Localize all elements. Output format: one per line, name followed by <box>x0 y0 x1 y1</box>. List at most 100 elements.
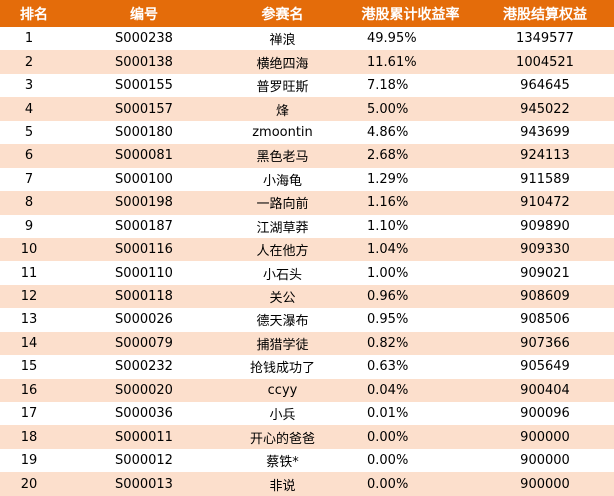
cell-id: S000238 <box>68 27 220 51</box>
cell-rank: 13 <box>0 308 68 332</box>
cell-return: 1.04% <box>345 237 476 262</box>
cell-rank: 19 <box>0 448 68 473</box>
cell-rank: 1 <box>0 27 68 51</box>
cell-equity: 908506 <box>476 308 614 332</box>
cell-equity: 945022 <box>476 97 614 121</box>
cell-rank: 15 <box>0 355 68 379</box>
table-row: 18 S000011 开心的爸爸 0.00% 900000 <box>0 425 614 449</box>
cell-id: S000232 <box>68 355 220 379</box>
cell-equity: 924113 <box>476 144 614 168</box>
cell-equity: 900404 <box>476 378 614 402</box>
table-row: 3 S000155 普罗旺斯 7.18% 964645 <box>0 73 614 98</box>
cell-equity: 964645 <box>476 73 614 98</box>
table-row: 10 S000116 人在他方 1.04% 909330 <box>0 237 614 262</box>
cell-name: 小海龟 <box>220 167 345 192</box>
cell-name: ccyy <box>220 378 345 402</box>
cell-id: S000100 <box>68 167 220 192</box>
cell-return: 0.00% <box>345 448 476 473</box>
cell-rank: 18 <box>0 425 68 449</box>
cell-id: S000118 <box>68 284 220 309</box>
cell-name: 德天瀑布 <box>220 308 345 332</box>
cell-return: 2.68% <box>345 144 476 168</box>
cell-id: S000026 <box>68 308 220 332</box>
cell-return: 0.63% <box>345 355 476 379</box>
table-row: 11 S000110 小石头 1.00% 909021 <box>0 261 614 285</box>
cell-name: 人在他方 <box>220 237 345 262</box>
cell-return: 0.82% <box>345 331 476 356</box>
table-body: 1 S000238 禅浪 49.95% 1349577 2 S000138 横绝四海 11.61… <box>0 27 614 496</box>
cell-id: S000011 <box>68 425 220 449</box>
table-row: 12 S000118 关公 0.96% 908609 <box>0 284 614 309</box>
table-row: 19 S000012 蔡铁* 0.00% 900000 <box>0 448 614 473</box>
cell-rank: 2 <box>0 50 68 74</box>
table-row: 15 S000232 抢钱成功了 0.63% 905649 <box>0 355 614 379</box>
cell-name: 江湖草莽 <box>220 214 345 238</box>
cell-equity: 910472 <box>476 191 614 215</box>
cell-rank: 17 <box>0 402 68 426</box>
cell-name: 烽 <box>220 97 345 121</box>
table-row: 17 S000036 小兵 0.01% 900096 <box>0 402 614 426</box>
cell-rank: 11 <box>0 261 68 285</box>
table-row: 5 S000180 zmoontin 4.86% 943699 <box>0 120 614 145</box>
table-header: 排名 编号 参赛名 港股累计收益率 港股结算权益 <box>0 0 614 27</box>
cell-name: 蔡铁* <box>220 448 345 473</box>
table-row: 13 S000026 德天瀑布 0.95% 908506 <box>0 308 614 332</box>
table-row: 20 S000013 非说 0.00% 900000 <box>0 472 614 496</box>
table-row: 8 S000198 一路向前 1.16% 910472 <box>0 191 614 215</box>
cell-name: 小兵 <box>220 402 345 426</box>
cell-name: 抢钱成功了 <box>220 355 345 379</box>
header-row: 排名 编号 参赛名 港股累计收益率 港股结算权益 <box>0 0 614 27</box>
cell-return: 1.00% <box>345 261 476 285</box>
cell-return: 7.18% <box>345 73 476 98</box>
cell-equity: 943699 <box>476 120 614 145</box>
cell-name: zmoontin <box>220 120 345 145</box>
header-return: 港股累计收益率 <box>345 0 476 27</box>
cell-rank: 3 <box>0 73 68 98</box>
cell-rank: 5 <box>0 120 68 145</box>
cell-return: 0.04% <box>345 378 476 402</box>
header-id: 编号 <box>68 0 220 27</box>
cell-return: 0.95% <box>345 308 476 332</box>
cell-id: S000036 <box>68 402 220 426</box>
table-row: 2 S000138 横绝四海 11.61% 1004521 <box>0 50 614 74</box>
cell-rank: 10 <box>0 237 68 262</box>
cell-return: 4.86% <box>345 120 476 145</box>
cell-id: S000155 <box>68 73 220 98</box>
cell-return: 5.00% <box>345 97 476 121</box>
table-row: 6 S000081 黑色老马 2.68% 924113 <box>0 144 614 168</box>
cell-rank: 4 <box>0 97 68 121</box>
cell-rank: 6 <box>0 144 68 168</box>
cell-equity: 900000 <box>476 448 614 473</box>
cell-name: 一路向前 <box>220 191 345 215</box>
header-rank: 排名 <box>0 0 68 27</box>
cell-equity: 1004521 <box>476 50 614 74</box>
cell-equity: 905649 <box>476 355 614 379</box>
header-name: 参赛名 <box>220 0 345 27</box>
cell-name: 开心的爸爸 <box>220 425 345 449</box>
table-row: 7 S000100 小海龟 1.29% 911589 <box>0 167 614 192</box>
table-row: 16 S000020 ccyy 0.04% 900404 <box>0 378 614 402</box>
cell-id: S000081 <box>68 144 220 168</box>
cell-return: 0.00% <box>345 425 476 449</box>
cell-return: 1.16% <box>345 191 476 215</box>
cell-id: S000187 <box>68 214 220 238</box>
cell-id: S000157 <box>68 97 220 121</box>
table-row: 1 S000238 禅浪 49.95% 1349577 <box>0 27 614 51</box>
cell-rank: 14 <box>0 331 68 356</box>
cell-rank: 16 <box>0 378 68 402</box>
cell-name: 小石头 <box>220 261 345 285</box>
cell-rank: 20 <box>0 472 68 496</box>
cell-name: 横绝四海 <box>220 50 345 74</box>
cell-id: S000138 <box>68 50 220 74</box>
cell-equity: 909330 <box>476 237 614 262</box>
cell-name: 关公 <box>220 284 345 309</box>
cell-equity: 900096 <box>476 402 614 426</box>
cell-equity: 911589 <box>476 167 614 192</box>
cell-equity: 907366 <box>476 331 614 356</box>
cell-equity: 900000 <box>476 425 614 449</box>
table-row: 9 S000187 江湖草莽 1.10% 909890 <box>0 214 614 238</box>
cell-return: 1.10% <box>345 214 476 238</box>
cell-id: S000110 <box>68 261 220 285</box>
cell-id: S000020 <box>68 378 220 402</box>
